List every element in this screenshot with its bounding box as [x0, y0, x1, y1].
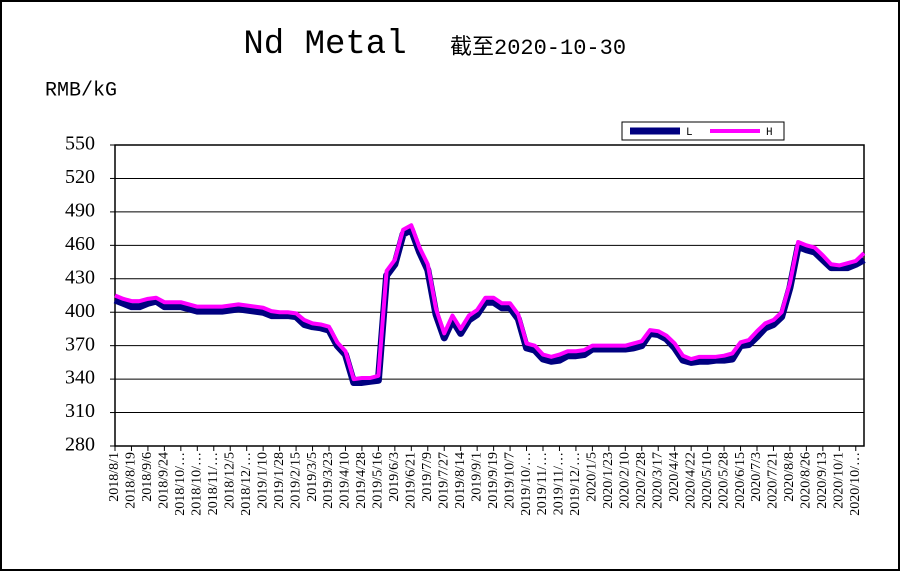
x-tick-label: 2018/8/1: [107, 452, 122, 502]
x-tick-label: 2019/4/10: [338, 452, 353, 509]
x-tick-label: 2019/9/19: [486, 452, 501, 509]
x-tick-label: 2020/10/1: [832, 452, 847, 509]
x-tick-label: 2020/5/10: [700, 452, 715, 509]
x-tick-label: 2019/11/…: [552, 452, 567, 515]
x-tick-label: 2019/1/28: [272, 452, 287, 509]
x-tick-label: 2019/6/21: [404, 452, 419, 509]
x-tick-label: 2019/4/28: [354, 452, 369, 509]
y-tick-label: 310: [65, 400, 95, 422]
x-tick-label: 2020/5/28: [716, 452, 731, 509]
y-tick-label: 550: [65, 133, 95, 155]
x-tick-label: 2018/10/…: [190, 452, 205, 516]
y-tick-label: 430: [65, 266, 95, 288]
x-tick-label: 2018/12/…: [239, 452, 254, 516]
x-tick-label: 2019/7/9: [420, 452, 435, 502]
series-line: [114, 223, 866, 382]
x-tick-label: 2019/10/…: [519, 452, 534, 516]
x-tick-label: 2020/8/26: [799, 452, 814, 509]
x-tick-label: 2020/2/28: [634, 452, 649, 509]
x-tick-label: 2019/8/14: [453, 452, 468, 509]
series-line: [113, 226, 866, 386]
x-tick-label: 2019/3/5: [305, 452, 320, 502]
chart-title: Nd Metal: [243, 26, 406, 64]
x-tick-label: 2020/6/15: [733, 452, 748, 509]
x-tick-label: 2020/7/3: [749, 452, 764, 502]
x-tick-label: 2020/3/17: [650, 452, 665, 509]
y-axis-label: RMB/kG: [45, 79, 117, 102]
y-tick-label: 520: [65, 166, 95, 188]
x-tick-label: 2020/2/10: [618, 452, 633, 509]
y-tick-label: 340: [65, 367, 95, 389]
x-tick-label: 2020/4/4: [667, 452, 682, 502]
x-tick-label: 2018/9/6: [140, 452, 155, 502]
legend-box: [621, 121, 785, 141]
x-tick-label: 2018/10/…: [173, 452, 188, 516]
x-tick-label: 2019/12/…: [568, 452, 583, 516]
x-tick-label: 2020/7/21: [766, 452, 781, 509]
x-tick-label: 2019/2/15: [288, 452, 303, 509]
x-tick-label: 2018/8/19: [124, 452, 139, 509]
x-tick-label: 2018/9/24: [157, 452, 172, 509]
plot-area: [114, 144, 865, 447]
x-tick-label: 2020/1/23: [601, 452, 616, 509]
legend-label: L: [686, 127, 693, 139]
x-tick-label: 2020/8/8: [782, 452, 797, 502]
y-tick-label: 370: [65, 333, 95, 355]
legend-label: H: [766, 127, 773, 139]
x-tick-label: 2019/7/27: [436, 452, 451, 509]
y-tick-label: 490: [65, 199, 95, 221]
x-tick-label: 2020/1/5: [585, 452, 600, 502]
x-tick-label: 2019/9/1: [469, 452, 484, 502]
y-tick-label: 280: [65, 434, 95, 456]
x-tick-label: 2019/6/3: [387, 452, 402, 502]
chart-subtitle: 截至2020-10-30: [450, 35, 626, 61]
x-tick-label: 2018/12/5: [222, 452, 237, 509]
x-tick-label: 2020/9/13: [815, 452, 830, 509]
x-tick-label: 2019/10/7: [502, 452, 517, 509]
x-tick-label: 2019/5/16: [371, 452, 386, 509]
x-tick-label: 2019/3/23: [321, 452, 336, 509]
y-tick-label: 460: [65, 233, 95, 255]
x-tick-label: 2019/1/10: [255, 452, 270, 509]
y-tick-label: 400: [65, 300, 95, 322]
x-tick-label: 2020/10/…: [848, 452, 863, 516]
x-tick-label: 2018/11/…: [206, 452, 221, 515]
x-tick-label: 2020/4/22: [683, 452, 698, 509]
x-tick-label: 2019/11/…: [535, 452, 550, 515]
